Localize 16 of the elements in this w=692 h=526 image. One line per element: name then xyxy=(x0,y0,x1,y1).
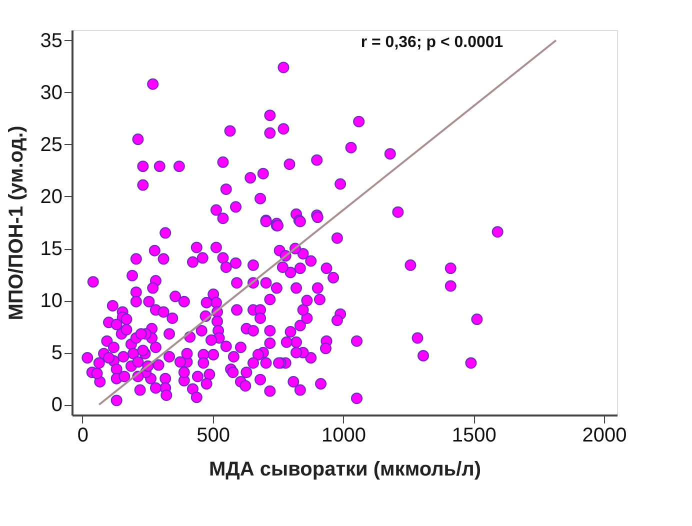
y-tick-label: 20 xyxy=(40,186,62,208)
y-tick-label: 5 xyxy=(51,342,62,364)
y-tick-label: 10 xyxy=(40,290,62,312)
y-tick-label: 30 xyxy=(40,82,62,104)
y-tick-label: 15 xyxy=(40,238,62,260)
x-axis-title: МДА сыворатки (мкмоль/л) xyxy=(209,458,481,480)
x-tick-label: 0 xyxy=(77,424,88,446)
y-tick-label: 35 xyxy=(40,30,62,52)
y-tick-label: 25 xyxy=(40,134,62,156)
y-axis-title: МПО/ПОН-1 (ум.од.) xyxy=(5,126,28,320)
y-tick-label: 0 xyxy=(51,394,62,416)
x-tick-label: 1000 xyxy=(321,424,366,446)
x-tick-label: 500 xyxy=(196,424,230,446)
x-tick-label: 2000 xyxy=(582,424,627,446)
x-tick-label: 1500 xyxy=(452,424,496,446)
annotation: r = 0,36; p < 0.0001 xyxy=(360,34,504,51)
